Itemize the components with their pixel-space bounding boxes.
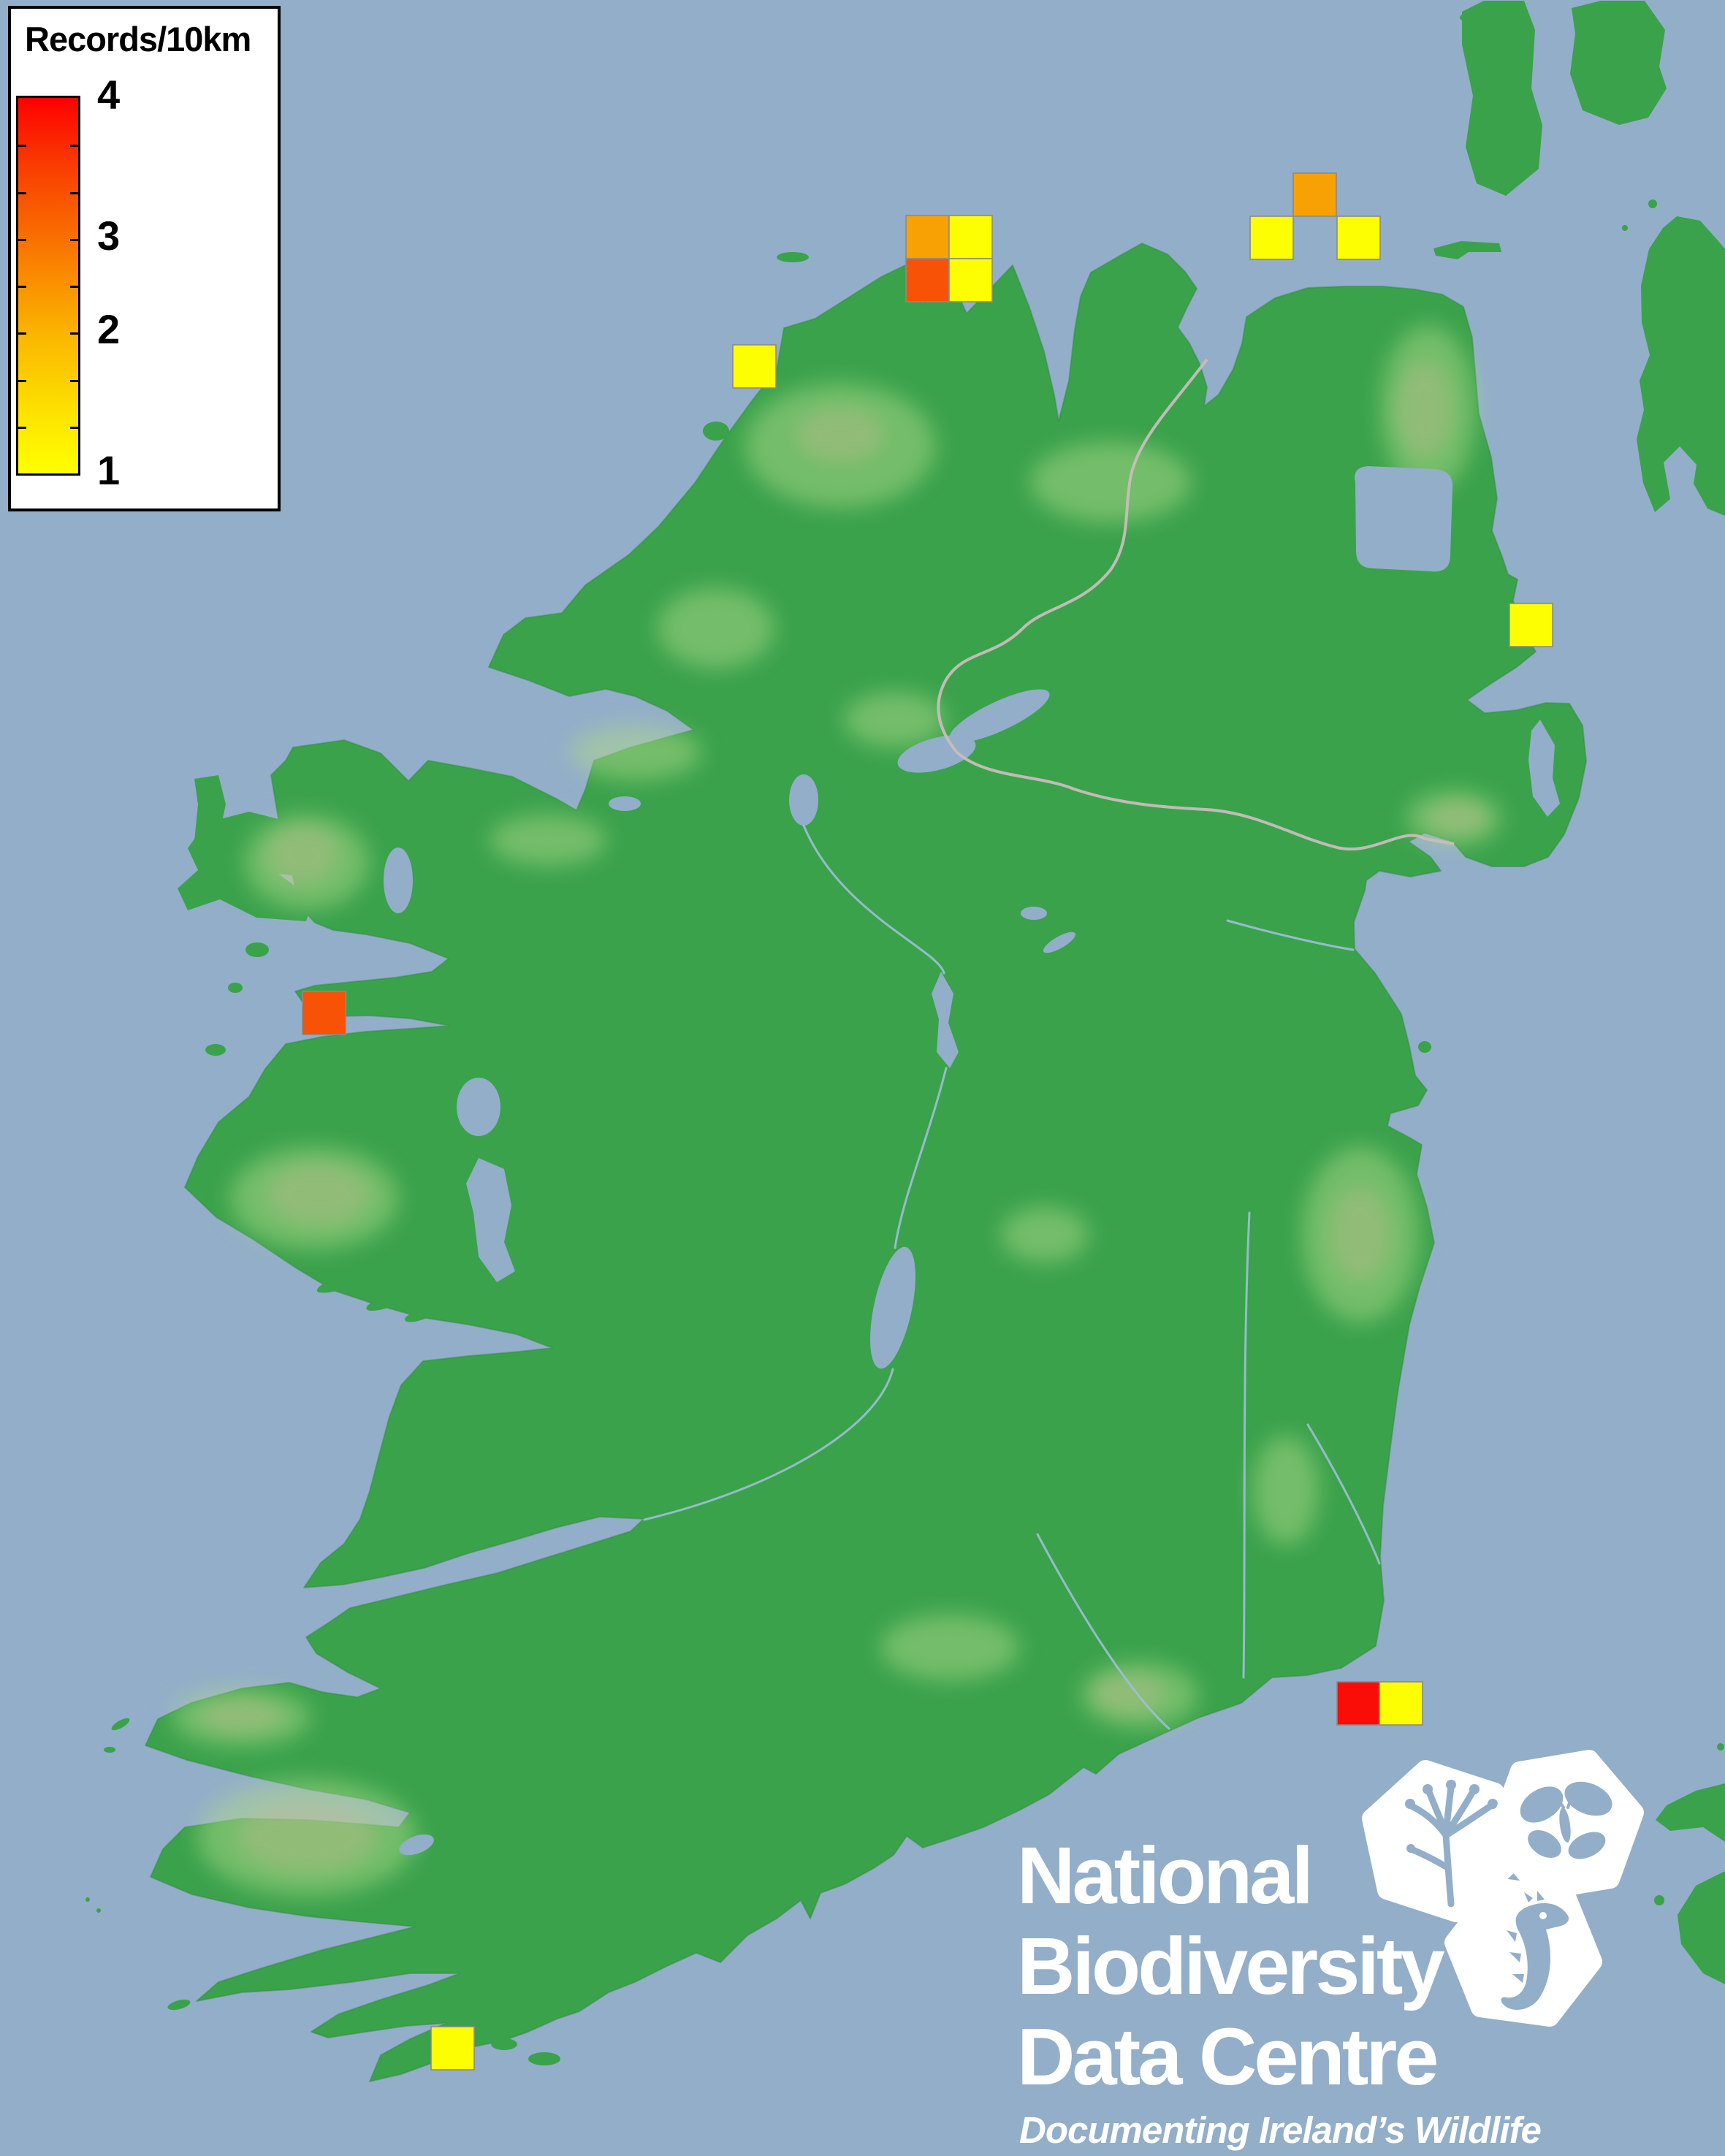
logo-hexagons [1362, 1750, 1644, 2027]
tree-icon [1362, 1760, 1520, 1922]
wales-coast [1654, 1743, 1725, 1984]
scotland-islands [1460, 1, 1725, 516]
legend-title: Records/10km [25, 20, 251, 58]
record-square-sq9 [1509, 603, 1553, 647]
record-square-sq1 [1292, 172, 1337, 217]
legend-tick [18, 379, 26, 382]
legend-tick [18, 332, 26, 335]
legend-tick [70, 145, 78, 148]
logo-line-data-centre: Data Centre [1017, 2012, 1439, 2102]
legend-tick [70, 426, 78, 429]
legend-gradient-bar [16, 96, 80, 476]
legend-tick [18, 191, 26, 194]
strangford-lough [1528, 720, 1560, 817]
relief-ridge-tints [201, 362, 1485, 1873]
border-line [937, 358, 1455, 851]
legend-tick [18, 426, 26, 429]
legend-tick [70, 332, 78, 335]
record-square-sq12 [1379, 1681, 1423, 1726]
logo-line-national: National [1017, 1831, 1314, 1921]
record-square-sq10 [302, 991, 346, 1035]
seahorse-icon [1444, 1878, 1602, 2027]
record-square-sq2 [1249, 216, 1294, 260]
logo-line-biodiversity: Biodiversity [1017, 1921, 1445, 2011]
record-square-sq8 [732, 344, 777, 389]
rivers [643, 824, 1381, 1730]
legend-tick [18, 286, 26, 288]
legend-tick-label: 1 [97, 446, 121, 493]
logo-tagline: Documenting Ireland’s Wildlife [1019, 2109, 1542, 2151]
record-square-sq6 [905, 258, 950, 302]
record-square-sq4 [905, 215, 950, 259]
legend-tick [18, 145, 26, 148]
legend-tick [70, 191, 78, 194]
record-squares-layer [302, 172, 1553, 2071]
record-square-sq5 [948, 215, 993, 259]
legend-tick [70, 379, 78, 382]
legend-panel: Records/10km 4 3 2 1 [8, 6, 281, 511]
lough-neagh [1355, 466, 1453, 572]
legend-tick-label: 4 [97, 71, 121, 118]
ireland-landmass [145, 243, 1587, 2082]
record-square-sq3 [1336, 216, 1381, 260]
record-square-sq13 [430, 2026, 475, 2071]
legend-tick-label: 2 [97, 306, 121, 353]
record-square-sq7 [948, 258, 993, 302]
lakes [384, 466, 1560, 1856]
legend-tick [70, 286, 78, 288]
legend-tick [18, 238, 26, 241]
record-square-sq11 [1336, 1681, 1381, 1726]
legend-tick-label: 3 [97, 212, 121, 259]
legend-tick [70, 238, 78, 241]
butterfly-icon [1486, 1750, 1644, 1900]
